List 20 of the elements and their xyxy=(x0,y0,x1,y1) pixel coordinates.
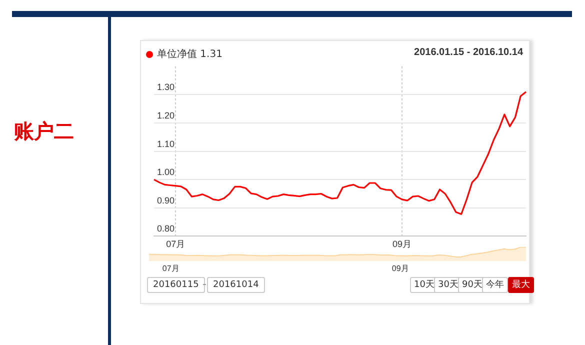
y-tick-label: 1.20 xyxy=(157,110,175,120)
chart-subtitle: 2016.01.15 - 2016.10.14 xyxy=(414,47,523,58)
text: 10天 xyxy=(410,277,438,293)
y-tick-label: 1.30 xyxy=(157,82,175,92)
text: 20161014 xyxy=(207,277,265,293)
y-tick-label: 0.90 xyxy=(157,195,175,206)
legend-label: 单位净值 1.31 xyxy=(157,48,222,61)
x-tick-label: 09月 xyxy=(392,239,412,250)
x-tick-label: 07月 xyxy=(166,239,186,250)
text: 90天 xyxy=(458,277,486,293)
y-tick-label: 1.10 xyxy=(157,138,175,149)
y-tick-label: 1.00 xyxy=(157,167,175,178)
text: 今年 xyxy=(482,277,508,293)
x-tick-label: 09月 xyxy=(392,264,409,274)
y-tick-label: 0.80 xyxy=(157,224,175,234)
text: 最大 xyxy=(508,277,534,293)
x-tick-label: 07月 xyxy=(162,264,180,274)
text: 20160115 xyxy=(147,277,205,293)
text: 30天 xyxy=(434,277,462,293)
text: 账户二 xyxy=(14,118,74,145)
